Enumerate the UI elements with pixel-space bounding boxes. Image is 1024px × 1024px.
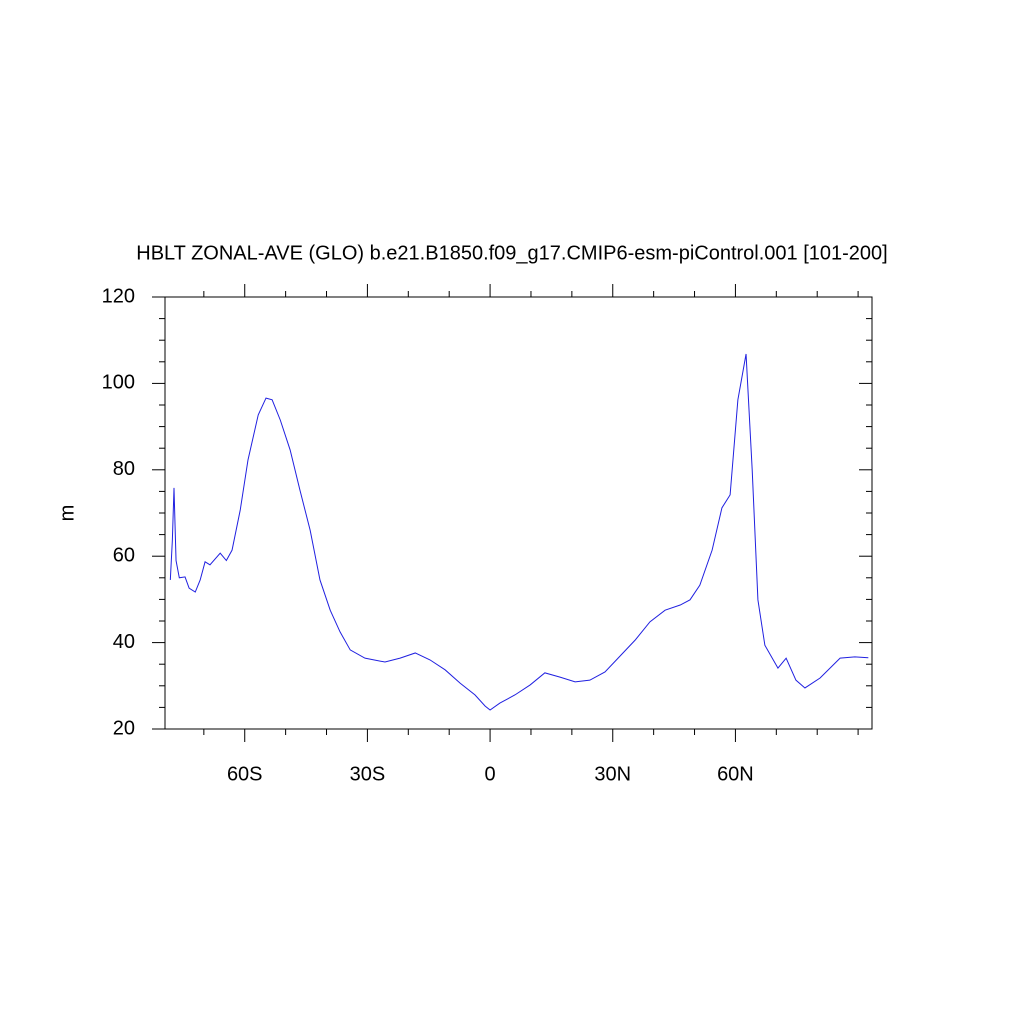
- x-tick-label: 30S: [350, 763, 386, 785]
- y-tick-label: 120: [102, 285, 135, 307]
- x-tick-label: 60N: [717, 763, 754, 785]
- y-tick-label: 40: [113, 631, 135, 653]
- y-axis-label: m: [56, 505, 78, 522]
- x-tick-label: 60S: [227, 763, 263, 785]
- x-tick-label: 30N: [594, 763, 631, 785]
- y-tick-label: 80: [113, 458, 135, 480]
- plot-frame: [164, 296, 873, 730]
- y-tick-label: 20: [113, 717, 135, 739]
- data-line: [169, 353, 869, 711]
- chart-title: HBLT ZONAL-AVE (GLO) b.e21.B1850.f09_g17…: [136, 242, 887, 264]
- y-tick-label: 60: [113, 544, 135, 566]
- y-tick-label: 100: [102, 372, 135, 394]
- x-tick-label: 0: [485, 763, 496, 785]
